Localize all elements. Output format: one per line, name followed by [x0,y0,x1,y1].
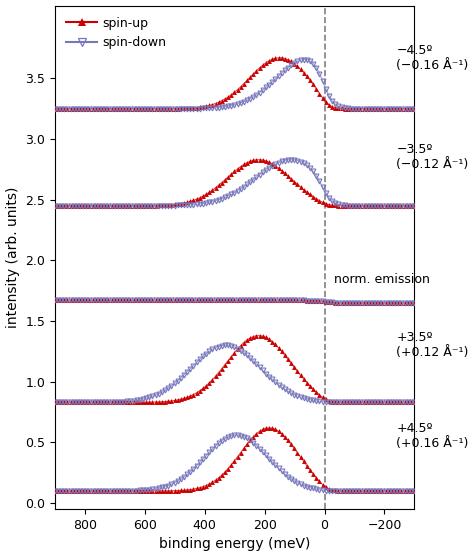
Text: +3.5º
(+0.12 Å⁻¹): +3.5º (+0.12 Å⁻¹) [396,331,469,359]
Legend: spin-up, spin-down: spin-up, spin-down [61,12,171,54]
Text: +4.5º
(+0.16 Å⁻¹): +4.5º (+0.16 Å⁻¹) [396,422,469,450]
Text: −3.5º
(−0.12 Å⁻¹): −3.5º (−0.12 Å⁻¹) [396,143,469,170]
X-axis label: binding energy (meV): binding energy (meV) [159,538,310,551]
Text: −4.5º
(−0.16 Å⁻¹): −4.5º (−0.16 Å⁻¹) [396,45,469,72]
Text: norm. emission: norm. emission [334,272,429,286]
Y-axis label: intensity (arb. units): intensity (arb. units) [6,187,19,328]
